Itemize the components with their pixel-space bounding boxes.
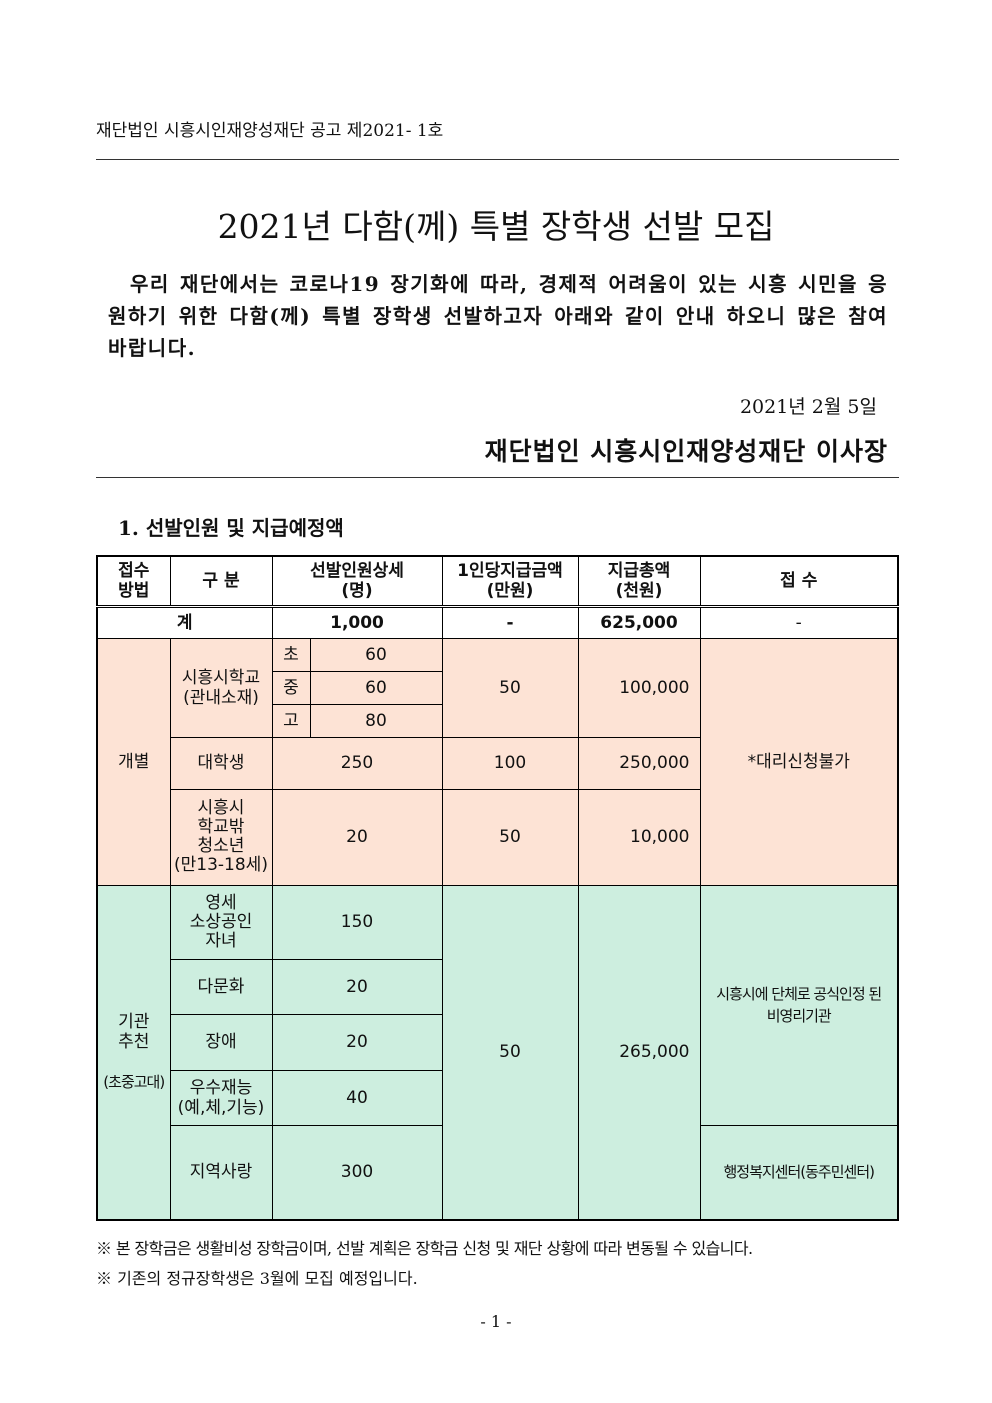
category-school: 시흥시학교 (관내소재): [169, 637, 273, 738]
footnote: ※ 기존의 정규장학생은 3월에 모집 예정입니다.: [96, 1269, 418, 1288]
university-total: 250,000: [577, 736, 701, 790]
intro-paragraph: 우리 재단에서는 코로나19 장기화에 따라, 경제적 어려움이 있는 시흥 시…: [108, 272, 888, 360]
footnote: ※ 본 장학금은 생활비성 장학금이며, 선발 계획은 장학금 신청 및 재단 …: [96, 1239, 753, 1258]
table-row: 개별 시흥시학교 (관내소재) 초 60 50 100,000 *대리신청불가: [96, 637, 899, 886]
out-of-school-count: 20: [271, 788, 443, 886]
institution-per-person: 50: [441, 884, 579, 1221]
level-label: 중: [271, 670, 311, 705]
university-count: 250: [271, 736, 443, 790]
institution-reception-center: 행정복지센터(동주민센터): [699, 1124, 899, 1221]
method-institution-label: 기관 추천: [118, 1012, 150, 1053]
category-label: 지역사랑: [169, 1124, 273, 1221]
header-category: 구 분: [169, 555, 273, 608]
table-row: 기관 추천 (초중고대) 영세 소상공인 자녀 150 50 265,000 시…: [96, 884, 899, 1221]
section-heading: 1. 선발인원 및 지급예정액: [118, 516, 344, 540]
header-total: 지급총액 (천원): [577, 555, 701, 608]
issuer: 재단법인 시흥시인재양성재단 이사장: [484, 437, 888, 466]
category-count: 20: [271, 1013, 443, 1071]
category-count: 20: [271, 958, 443, 1015]
method-institution: 기관 추천 (초중고대): [96, 884, 171, 1221]
category-out-of-school: 시흥시 학교밖 청소년 (만13-18세): [169, 788, 273, 886]
institution-total: 265,000: [577, 884, 701, 1221]
out-of-school-total: 10,000: [577, 788, 701, 886]
document-title: 2021년 다함(께) 특별 장학생 선발 모집: [217, 207, 775, 246]
scholarship-table: 접수 방법 구 분 선발인원상세 (명) 1인당지급금액 (만원) 지급총액 (…: [96, 555, 899, 1221]
category-label: 장애: [169, 1013, 273, 1071]
category-university: 대학생: [169, 736, 273, 790]
level-count: 80: [309, 703, 443, 738]
level-count: 60: [309, 637, 443, 672]
page-number: - 1 -: [480, 1312, 512, 1331]
header-method: 접수 방법: [96, 555, 171, 608]
category-label: 영세 소상공인 자녀: [169, 884, 273, 960]
divider: [96, 477, 899, 478]
category-count: 40: [271, 1069, 443, 1126]
out-of-school-per-person: 50: [441, 788, 579, 886]
total-row: 계 1,000 - 625,000 -: [96, 605, 899, 639]
header-reception: 접 수: [699, 555, 899, 608]
method-individual: 개별: [96, 637, 171, 886]
method-institution-note: (초중고대): [103, 1073, 165, 1092]
issue-date: 2021년 2월 5일: [739, 396, 877, 418]
category-count: 150: [271, 884, 443, 960]
level-label: 고: [271, 703, 311, 738]
header-count: 선발인원상세 (명): [271, 555, 443, 608]
total-reception: -: [699, 605, 899, 639]
divider: [96, 159, 899, 160]
header-per-person: 1인당지급금액 (만원): [441, 555, 579, 608]
total-label: 계: [96, 605, 273, 639]
total-count: 1,000: [271, 605, 443, 639]
school-per-person: 50: [441, 637, 579, 738]
category-count: 300: [271, 1124, 443, 1221]
school-total: 100,000: [577, 637, 701, 738]
category-label: 다문화: [169, 958, 273, 1015]
level-count: 60: [309, 670, 443, 705]
institution-reception-org: 시흥시에 단체로 공식인정 된 비영리기관: [699, 884, 899, 1126]
level-label: 초: [271, 637, 311, 672]
university-per-person: 100: [441, 736, 579, 790]
category-label: 우수재능 (예,체,기능): [169, 1069, 273, 1126]
individual-reception: *대리신청불가: [699, 637, 899, 886]
total-per-person: -: [441, 605, 579, 639]
total-amount: 625,000: [577, 605, 701, 639]
notice-number: 재단법인 시흥시인재양성재단 공고 제2021- 1호: [96, 121, 444, 141]
